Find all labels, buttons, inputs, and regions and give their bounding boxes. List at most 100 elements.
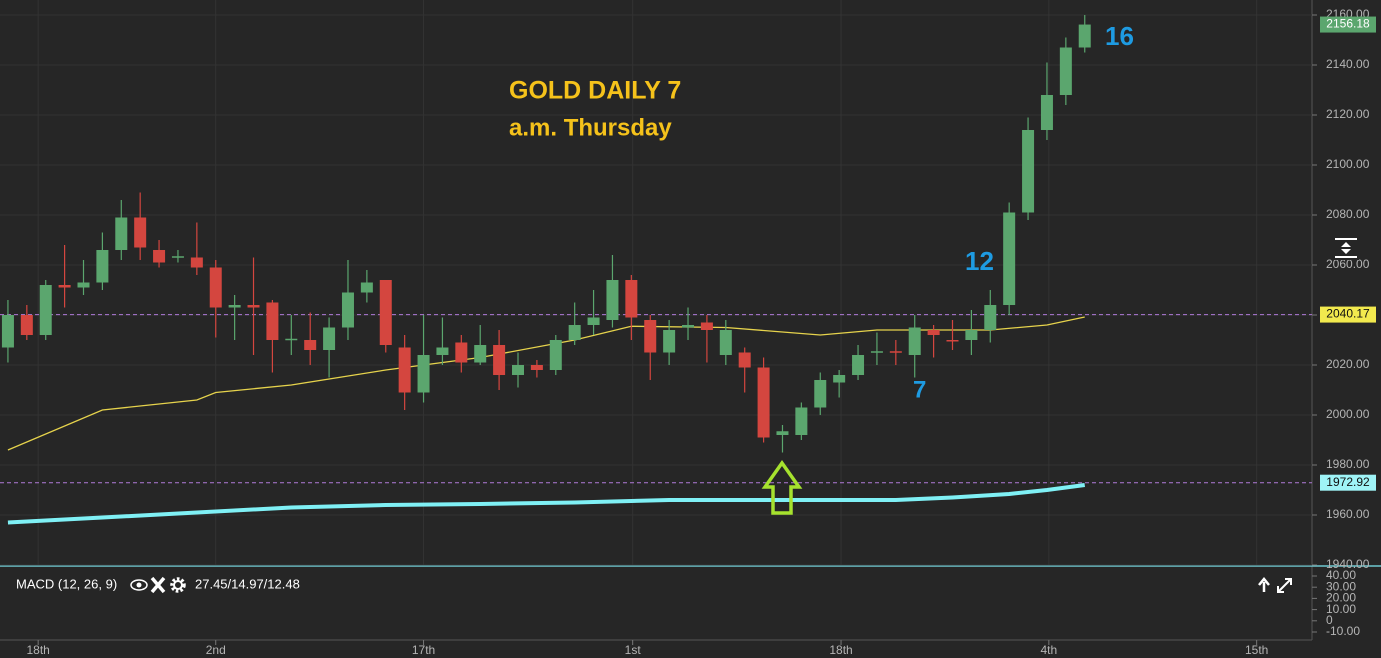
candle-body — [1, 315, 14, 348]
candle-body — [20, 315, 33, 335]
macd-readout: 27.45/14.97/12.48 — [195, 576, 300, 591]
y-tick-label: 2120.00 — [1326, 107, 1370, 121]
move-up-icon[interactable] — [1258, 577, 1270, 592]
x-tick-label: 18th — [829, 643, 852, 657]
candle-body — [96, 250, 109, 283]
candle-body — [285, 338, 298, 341]
candle-body — [341, 292, 354, 328]
candle-body — [190, 257, 203, 268]
y-tick-label: 2020.00 — [1326, 357, 1370, 371]
candle-body — [606, 280, 619, 320]
candle-body — [58, 285, 71, 288]
price-tag — [1320, 16, 1376, 33]
candle-body — [209, 267, 222, 308]
close-icon[interactable] — [150, 576, 166, 594]
chart-subtitle: a.m. Thursday — [509, 114, 672, 141]
candle-body — [1040, 95, 1053, 130]
settings-icon[interactable] — [170, 577, 186, 593]
candle-body — [530, 365, 543, 370]
candle-body — [323, 327, 336, 350]
candle-body — [304, 340, 317, 350]
moving-average — [7, 483, 1086, 525]
candle-body — [398, 347, 411, 393]
candle-body — [360, 282, 373, 293]
candle-body — [568, 325, 581, 340]
eye-icon[interactable] — [130, 579, 148, 591]
annotation: 12 — [965, 246, 994, 276]
candle-body — [511, 365, 524, 375]
candle-body — [663, 330, 676, 353]
candle-body — [889, 351, 902, 353]
y-tick-label: 2060.00 — [1326, 257, 1370, 271]
candle-body — [682, 325, 695, 328]
candle-body — [247, 305, 260, 308]
y-tick-label: 1960.00 — [1326, 507, 1370, 521]
candle-body — [134, 217, 147, 248]
candle-body — [417, 355, 430, 393]
candle-body — [115, 217, 128, 250]
candle-body — [1059, 47, 1072, 95]
price-tag — [1320, 306, 1376, 323]
candle-body — [644, 320, 657, 353]
candle-body — [39, 285, 52, 335]
candle-body — [795, 407, 808, 435]
y-tick-label: 2100.00 — [1326, 157, 1370, 171]
annotation: 7 — [913, 376, 926, 403]
scale-icon[interactable] — [1333, 236, 1359, 260]
candle-body — [266, 302, 279, 340]
y-tick-label: 40.00 — [1326, 568, 1356, 582]
y-tick-label: 20.00 — [1326, 591, 1356, 605]
candle-body — [153, 250, 166, 263]
candle-body — [776, 431, 789, 435]
y-tick-label: 2000.00 — [1326, 407, 1370, 421]
annotation: 16 — [1105, 21, 1134, 51]
candle-body — [171, 256, 184, 258]
candle-body — [719, 330, 732, 355]
plot — [0, 15, 1312, 525]
y-tick-label: 2140.00 — [1326, 57, 1370, 71]
arrow-annotation — [761, 459, 803, 515]
candle-body — [587, 317, 600, 325]
y-tick-label: 1980.00 — [1326, 457, 1370, 471]
candle-body — [1078, 24, 1091, 48]
candle-body — [700, 322, 713, 330]
macd-label: MACD (12, 26, 9) — [16, 576, 117, 591]
candle-body — [908, 327, 921, 355]
candle-body — [814, 380, 827, 408]
y-tick-label: 2080.00 — [1326, 207, 1370, 221]
candle-body — [77, 282, 90, 288]
icon-arrows — [1341, 242, 1351, 254]
chart-title: GOLD DAILY 7 — [509, 77, 681, 105]
candle-body — [1022, 130, 1035, 213]
x-tick-label: 18th — [26, 643, 49, 657]
x-tick-label: 15th — [1245, 643, 1268, 657]
candle-body — [870, 351, 883, 353]
candle-body — [625, 280, 638, 318]
y-tick-label: -10.00 — [1326, 624, 1360, 638]
y-tick-label: 0 — [1326, 613, 1333, 627]
candle-body — [493, 345, 506, 375]
gear-outer — [170, 577, 186, 593]
candle-body — [455, 342, 468, 363]
x-tick-label: 17th — [412, 643, 435, 657]
price-tag-label: 1972.92 — [1326, 475, 1370, 489]
eye-pupil — [136, 582, 142, 588]
candle-body — [757, 367, 770, 438]
expand-icon[interactable] — [1277, 578, 1292, 593]
candle-body — [436, 347, 449, 355]
candle-body — [379, 280, 392, 345]
y-tick-label: 10.00 — [1326, 602, 1356, 616]
candle-body — [833, 375, 846, 383]
x-tick-label: 1st — [625, 643, 642, 657]
candle-body — [946, 340, 959, 342]
gear-inner — [173, 580, 183, 590]
x-tick-label: 2nd — [206, 643, 226, 657]
candle-body — [984, 305, 997, 330]
candle-body — [852, 355, 865, 375]
candle-body — [474, 345, 487, 363]
candle-body — [927, 330, 940, 335]
